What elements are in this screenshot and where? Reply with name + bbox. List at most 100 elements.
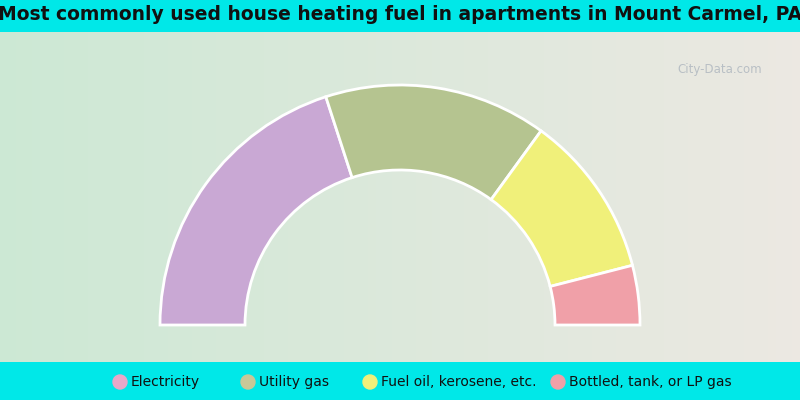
Bar [152,32,161,362]
Bar [480,32,489,362]
Bar [768,32,777,362]
Bar [240,32,249,362]
Bar [416,32,425,362]
Bar [536,32,545,362]
Text: City-Data.com: City-Data.com [678,64,762,76]
Bar [560,32,569,362]
Bar [400,32,409,362]
Bar [720,32,729,362]
Bar [384,32,393,362]
Bar [488,32,497,362]
Bar [128,32,137,362]
Bar [608,32,617,362]
Bar [680,32,689,362]
Bar [752,32,761,362]
Bar [440,32,449,362]
Bar [8,32,17,362]
Bar [112,32,121,362]
Bar [296,32,305,362]
Bar [624,32,633,362]
Bar [0,32,9,362]
Bar [312,32,321,362]
Bar [0,0,800,32]
Text: Most commonly used house heating fuel in apartments in Mount Carmel, PA: Most commonly used house heating fuel in… [0,4,800,24]
Bar [568,32,577,362]
Bar [0,362,800,400]
Bar [744,32,753,362]
Bar [32,32,41,362]
Bar [192,32,201,362]
Wedge shape [491,131,633,286]
Bar [424,32,433,362]
Bar [208,32,217,362]
Text: Fuel oil, kerosene, etc.: Fuel oil, kerosene, etc. [381,375,537,389]
Bar [16,32,25,362]
Bar [256,32,265,362]
Bar [120,32,129,362]
Bar [200,32,209,362]
Bar [520,32,529,362]
Circle shape [363,375,377,389]
Wedge shape [326,85,541,200]
Bar [776,32,785,362]
Bar [80,32,89,362]
Bar [408,32,417,362]
Bar [136,32,145,362]
Bar [640,32,649,362]
Bar [736,32,745,362]
Bar [216,32,225,362]
Wedge shape [160,97,352,325]
Bar [712,32,721,362]
Bar [632,32,641,362]
Bar [160,32,169,362]
Bar [592,32,601,362]
Bar [696,32,705,362]
Bar [144,32,153,362]
Bar [40,32,49,362]
Bar [288,32,297,362]
Wedge shape [550,265,640,325]
Bar [464,32,473,362]
Circle shape [241,375,255,389]
Bar [64,32,73,362]
Bar [336,32,345,362]
Circle shape [551,375,565,389]
Bar [104,32,113,362]
Bar [760,32,769,362]
Bar [784,32,793,362]
Bar [176,32,185,362]
Bar [456,32,465,362]
Bar [48,32,57,362]
Bar [448,32,457,362]
Circle shape [113,375,127,389]
Bar [272,32,281,362]
Bar [168,32,177,362]
Bar [368,32,377,362]
Bar [328,32,337,362]
Bar [528,32,537,362]
Bar [504,32,513,362]
Bar [728,32,737,362]
Bar [232,32,241,362]
Bar [360,32,369,362]
Bar [792,32,800,362]
Bar [24,32,33,362]
Bar [280,32,289,362]
Bar [88,32,97,362]
Bar [656,32,665,362]
Bar [648,32,657,362]
Bar [224,32,233,362]
Bar [672,32,681,362]
Bar [552,32,561,362]
Bar [72,32,81,362]
Bar [512,32,521,362]
Bar [392,32,401,362]
Bar [352,32,361,362]
Bar [344,32,353,362]
Bar [688,32,697,362]
Bar [600,32,609,362]
Bar [704,32,713,362]
Bar [184,32,193,362]
Bar [248,32,257,362]
Text: Utility gas: Utility gas [259,375,329,389]
